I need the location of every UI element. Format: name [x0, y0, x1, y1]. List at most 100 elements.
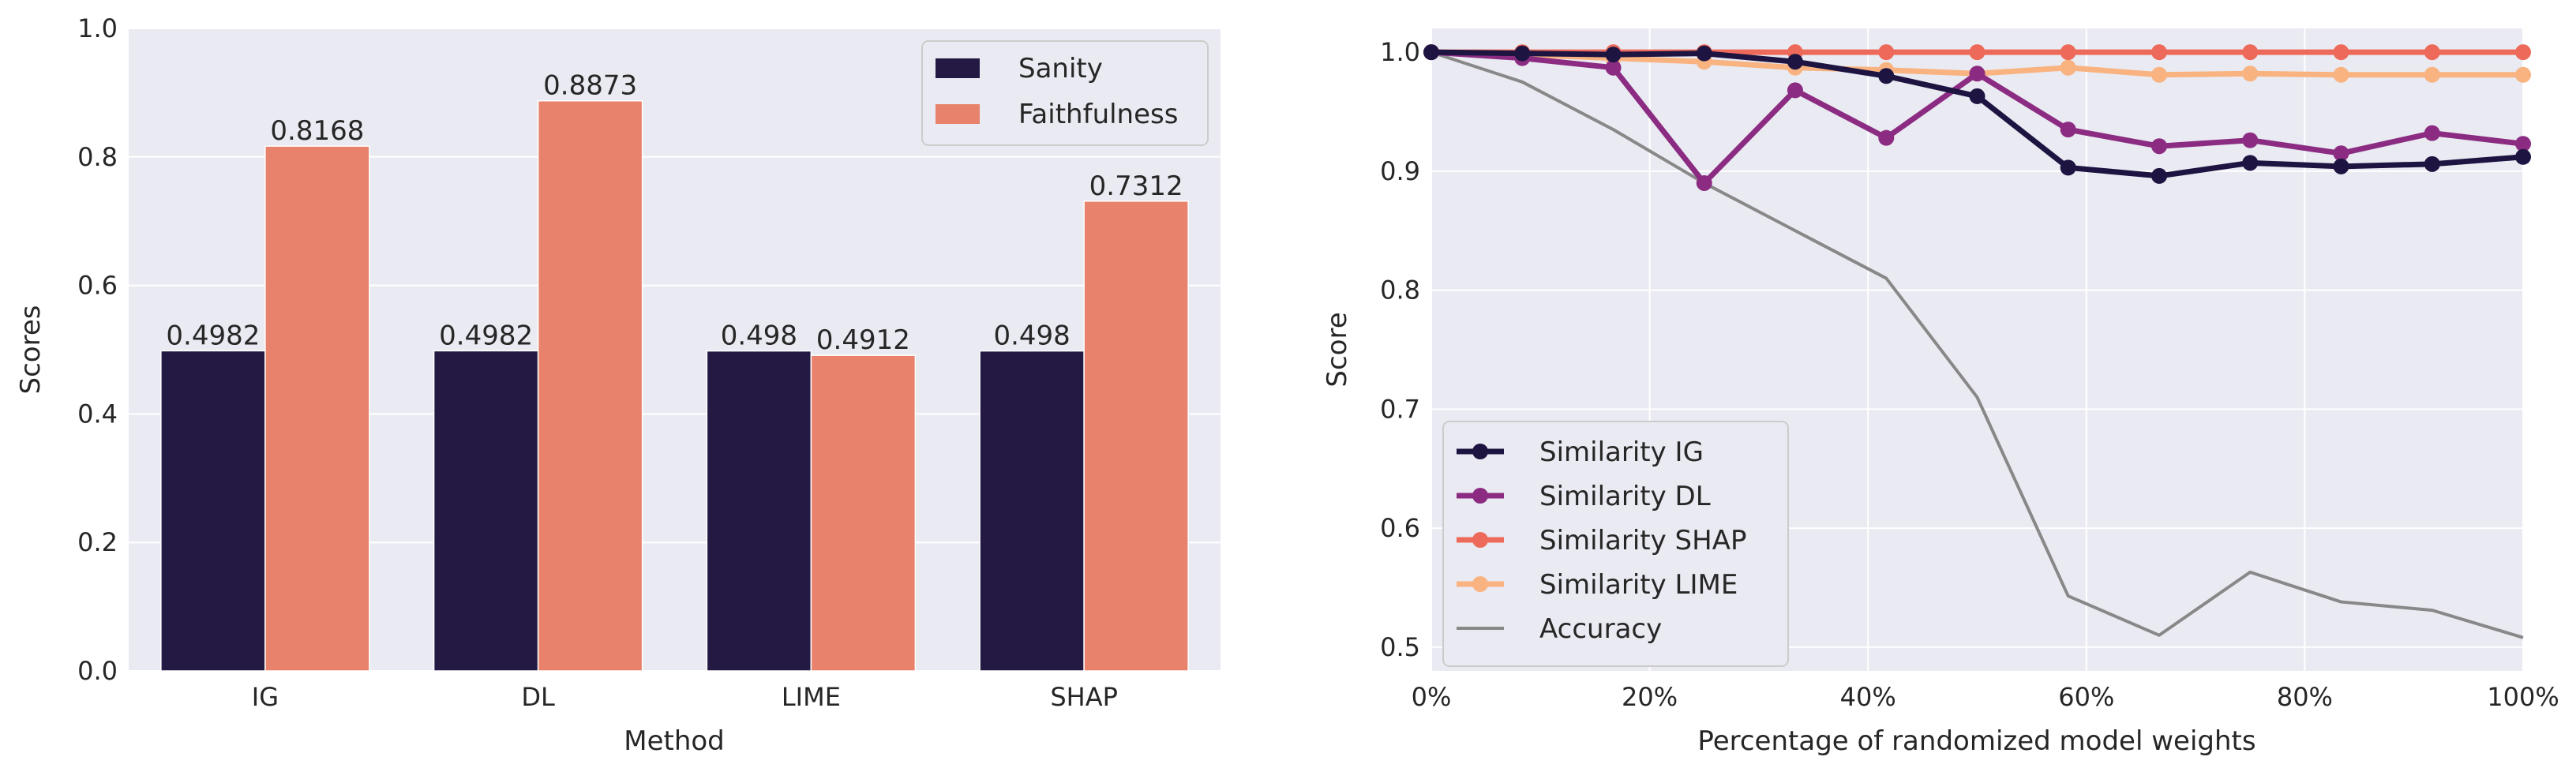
line-chart-x-axis-label: Percentage of randomized model weights — [1697, 725, 2255, 757]
point-similarity-shap — [2242, 44, 2259, 61]
data-label-sanity-shap: 0.498 — [993, 320, 1070, 352]
bar-faithfulness-dl — [537, 99, 643, 672]
data-label-faithfulness-dl: 0.8873 — [543, 70, 637, 102]
bar-chart: 0.4982 0.8168 0.4982 0.8873 0.498 0.4912 0.498… — [15, 13, 1221, 757]
legend-label-similarity-lime: Similarity LIME — [1539, 569, 1738, 601]
legend-label-similarity-ig: Similarity IG — [1539, 436, 1704, 468]
point-similarity-lime — [2333, 66, 2349, 83]
x-tick-label: 100% — [2487, 682, 2559, 712]
bar-chart-y-ticks: 0.0 0.2 0.4 0.6 0.8 1.0 — [77, 13, 118, 686]
bar-sanity-dl — [433, 350, 539, 672]
bar-chart-legend-frame — [921, 40, 1209, 146]
point-similarity-lime — [2424, 66, 2440, 83]
point-similarity-dl — [2424, 125, 2440, 141]
point-similarity-ig — [1696, 45, 1712, 62]
point-similarity-ig — [1969, 88, 1985, 104]
point-similarity-lime — [2515, 66, 2531, 83]
point-similarity-ig — [1787, 54, 1803, 70]
line-chart-y-ticks: 0.5 0.6 0.7 0.8 0.9 1.0 — [1380, 37, 1420, 662]
y-tick-label: 0.0 — [77, 656, 118, 686]
point-similarity-dl — [1696, 174, 1712, 191]
data-label-faithfulness-shap: 0.7312 — [1089, 170, 1183, 202]
bar-sanity-lime — [706, 350, 812, 672]
legend-swatch-faithfulness — [936, 104, 980, 124]
data-label-sanity-lime: 0.498 — [721, 320, 797, 352]
point-similarity-shap — [2424, 44, 2440, 61]
y-tick-label: 1.0 — [1380, 37, 1420, 67]
x-tick-label: 20% — [1622, 682, 1678, 712]
y-tick-label: 0.8 — [77, 142, 118, 172]
point-similarity-ig — [1878, 68, 1895, 84]
line-chart-series — [1423, 44, 2531, 639]
bar-faithfulness-ig — [264, 145, 370, 672]
legend-label-faithfulness: Faithfulness — [1018, 99, 1178, 130]
line-chart: 0.5 0.6 0.7 0.8 0.9 1.0 0% 20% 40% 60% 80% 100% Pe… — [1322, 28, 2559, 757]
bar-chart-bars: 0.4982 0.8168 0.4982 0.8873 0.498 0.4912 0.498… — [160, 70, 1189, 672]
bar-chart-x-axis-label: Method — [624, 725, 725, 757]
legend-label-sanity: Sanity — [1018, 53, 1103, 84]
point-similarity-ig — [2333, 158, 2349, 174]
point-similarity-dl — [2151, 138, 2168, 155]
data-label-sanity-dl: 0.4982 — [439, 320, 533, 351]
point-similarity-shap — [2060, 44, 2076, 61]
point-similarity-dl — [2060, 122, 2076, 138]
line-accuracy — [1430, 51, 2524, 639]
point-similarity-dl — [2242, 132, 2259, 148]
line-chart-legend: Similarity IG Similarity DL Similarity SHA… — [1442, 421, 1789, 667]
point-similarity-ig — [2424, 155, 2440, 172]
data-label-sanity-ig: 0.4982 — [166, 320, 260, 351]
point-similarity-lime — [2060, 59, 2076, 76]
x-tick-label-ig: IG — [252, 682, 279, 712]
point-similarity-shap — [1878, 44, 1895, 61]
legend-label-accuracy: Accuracy — [1539, 613, 1662, 645]
legend-marker-similarity-ig — [1472, 444, 1488, 459]
point-similarity-dl — [1787, 82, 1803, 99]
point-similarity-lime — [2242, 66, 2259, 82]
point-similarity-ig — [2242, 155, 2259, 171]
y-tick-label: 0.9 — [1380, 156, 1420, 186]
legend-swatch-sanity — [936, 58, 980, 78]
point-similarity-ig — [2151, 167, 2168, 184]
point-similarity-shap — [2515, 44, 2531, 61]
point-similarity-dl — [1969, 66, 1985, 82]
point-similarity-shap — [2151, 44, 2168, 61]
y-tick-label: 1.0 — [77, 13, 118, 43]
bar-faithfulness-shap — [1083, 200, 1189, 672]
bar-faithfulness-lime — [810, 354, 917, 672]
point-similarity-dl — [2515, 136, 2531, 152]
bar-chart-legend: Sanity Faithfulness — [921, 40, 1209, 146]
y-tick-label: 0.4 — [77, 399, 118, 429]
x-tick-label-shap: SHAP — [1050, 682, 1118, 712]
line-chart-y-axis-label: Score — [1322, 312, 1353, 387]
point-similarity-dl — [2333, 145, 2349, 162]
legend-marker-similarity-dl — [1472, 488, 1488, 504]
legend-label-similarity-shap: Similarity SHAP — [1539, 525, 1746, 556]
point-similarity-ig — [2515, 148, 2531, 165]
point-similarity-dl — [1878, 129, 1895, 146]
x-tick-label-dl: DL — [521, 682, 555, 712]
legend-marker-similarity-shap — [1472, 532, 1488, 548]
x-tick-label-lime: LIME — [782, 682, 841, 712]
point-similarity-lime — [2151, 66, 2168, 83]
y-tick-label: 0.6 — [1380, 513, 1420, 543]
legend-marker-similarity-lime — [1472, 576, 1488, 592]
point-similarity-ig — [1423, 44, 1439, 61]
x-tick-label: 40% — [1840, 682, 1896, 712]
bar-sanity-shap — [979, 350, 1085, 672]
point-similarity-ig — [2060, 159, 2076, 176]
legend-label-similarity-dl: Similarity DL — [1539, 481, 1711, 512]
point-similarity-ig — [1514, 45, 1531, 62]
x-tick-label: 0% — [1412, 682, 1452, 712]
point-similarity-shap — [1969, 44, 1985, 61]
data-label-faithfulness-ig: 0.8168 — [270, 115, 364, 147]
y-tick-label: 0.6 — [77, 271, 118, 301]
data-label-faithfulness-lime: 0.4912 — [816, 324, 910, 356]
x-tick-label: 80% — [2277, 682, 2333, 712]
point-similarity-shap — [2333, 44, 2349, 61]
y-tick-label: 0.8 — [1380, 275, 1420, 305]
x-tick-label: 60% — [2058, 682, 2114, 712]
point-similarity-dl — [1605, 59, 1622, 76]
point-similarity-ig — [1605, 47, 1622, 63]
y-tick-label: 0.5 — [1380, 632, 1420, 662]
